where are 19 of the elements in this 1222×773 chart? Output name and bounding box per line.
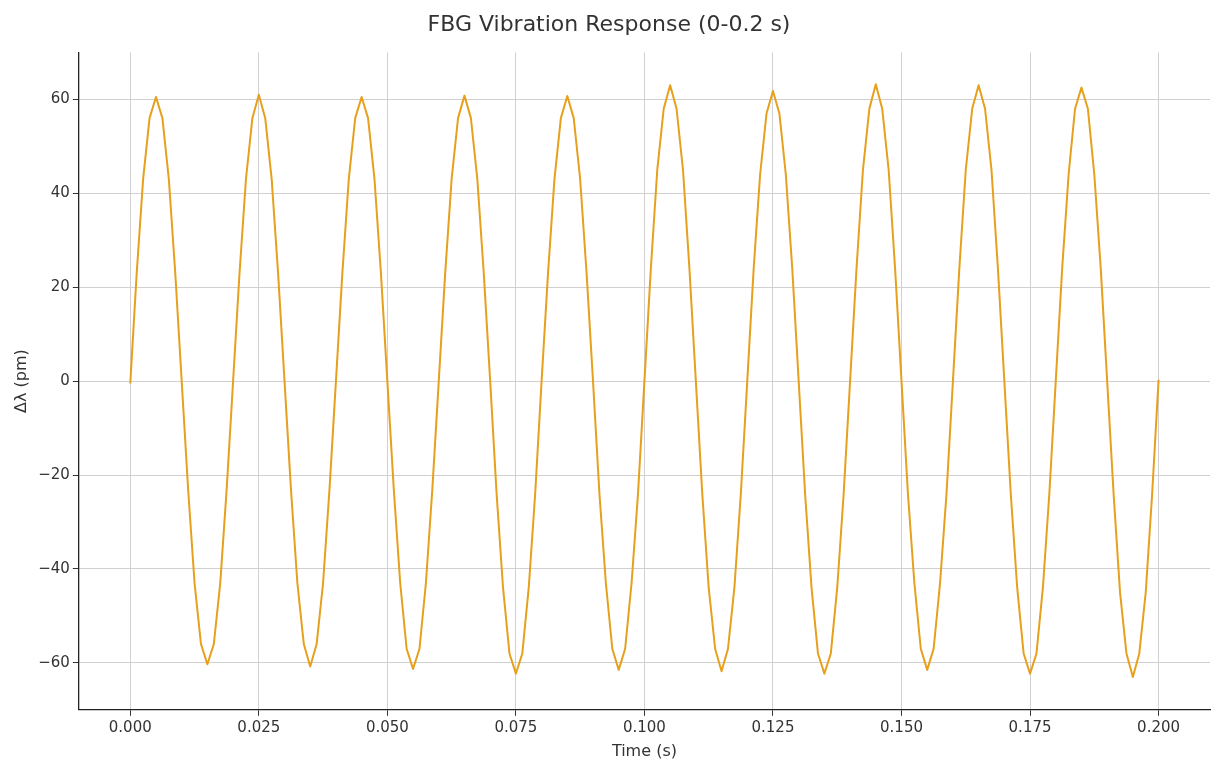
- x-tick-label: 0.025: [237, 717, 281, 736]
- y-tick-label: 60: [50, 89, 70, 108]
- y-tick-label: 40: [50, 183, 70, 202]
- x-axis-title: Time (s): [610, 740, 677, 760]
- x-tick-label: 0.050: [365, 717, 409, 736]
- x-tick-label: 0.175: [1008, 717, 1052, 736]
- x-tick-label: 0.075: [494, 717, 538, 736]
- y-tick-label: −20: [38, 464, 70, 483]
- x-tick-label: 0.100: [622, 717, 666, 736]
- x-tick-label: 0.150: [880, 717, 923, 736]
- y-tick-label: −40: [38, 558, 70, 577]
- y-tick-label: 0: [60, 370, 70, 389]
- y-tick-label: 20: [50, 277, 70, 296]
- x-tick-label: 0.000: [108, 717, 152, 736]
- x-tick-label: 0.125: [751, 717, 795, 736]
- x-tick-label: 0.200: [1137, 717, 1181, 736]
- y-tick-label: −60: [38, 652, 70, 671]
- chart-title: FBG Vibration Response (0-0.2 s): [427, 10, 791, 36]
- y-axis-title: Δλ (pm): [10, 349, 30, 413]
